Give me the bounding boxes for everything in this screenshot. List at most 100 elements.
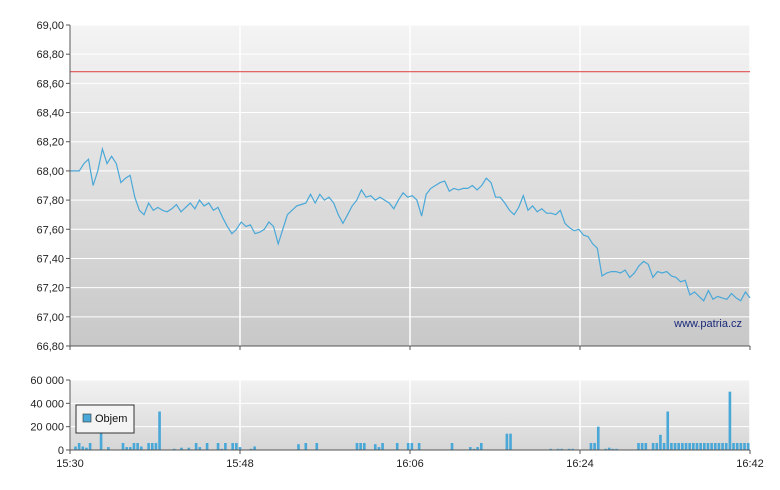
volume-bar xyxy=(549,448,553,450)
price-y-axis: 69,00 68,80 68,60 68,40 68,20 68,00 67,80 67,60… xyxy=(36,20,70,353)
x-tick-label: 16:06 xyxy=(396,458,424,470)
volume-bar xyxy=(596,426,600,450)
volume-bar xyxy=(154,443,158,450)
volume-bar xyxy=(607,447,611,450)
volume-bar xyxy=(706,443,710,450)
volume-bar xyxy=(560,448,564,450)
volume-bar xyxy=(238,447,242,450)
volume-bar xyxy=(666,411,670,450)
volume-bar xyxy=(77,443,81,450)
x-tick-label: 15:30 xyxy=(56,458,84,470)
volume-bar xyxy=(355,443,359,450)
volume-bar xyxy=(479,443,483,450)
volume-bar xyxy=(129,447,132,450)
volume-bar xyxy=(688,443,691,450)
volume-y-tick-label: 40 000 xyxy=(30,398,64,410)
volume-bar xyxy=(721,443,724,450)
volume-y-axis: 60 000 40 000 20 000 0 xyxy=(30,375,70,457)
volume-bar xyxy=(81,446,85,450)
volume-bar xyxy=(249,448,253,450)
volume-bar xyxy=(136,443,139,450)
volume-bar xyxy=(655,443,659,450)
volume-bar xyxy=(615,448,618,450)
volume-bar xyxy=(121,443,125,450)
volume-bar xyxy=(395,443,399,450)
price-y-tick-label: 66,80 xyxy=(36,341,64,353)
volume-bar xyxy=(297,444,300,450)
volume-bar xyxy=(224,443,227,450)
volume-y-tick-label: 60 000 xyxy=(30,375,64,387)
price-y-tick-label: 67,40 xyxy=(36,253,64,265)
volume-bars xyxy=(74,391,750,450)
volume-bar xyxy=(150,443,154,450)
volume-bar xyxy=(158,411,161,450)
volume-bar xyxy=(571,448,574,450)
volume-y-tick-label: 0 xyxy=(58,445,64,457)
price-y-tick-label: 67,00 xyxy=(36,312,64,324)
volume-bar xyxy=(589,443,593,450)
price-y-tick-label: 67,20 xyxy=(36,283,64,295)
volume-bar xyxy=(362,443,366,450)
volume-bar xyxy=(410,443,414,450)
volume-bar xyxy=(640,443,644,450)
volume-bar xyxy=(125,447,128,450)
volume-bar xyxy=(74,446,77,450)
volume-bar xyxy=(180,447,183,450)
volume-bar xyxy=(381,443,384,450)
volume-bar xyxy=(604,448,607,450)
price-x-tick-marks xyxy=(69,346,751,350)
volume-bar xyxy=(681,443,684,450)
price-y-tick-label: 69,00 xyxy=(36,20,64,32)
x-axis: 15:30 15:48 16:06 16:24 16:42 xyxy=(56,450,764,470)
volume-bar xyxy=(359,443,362,450)
volume-bar xyxy=(205,443,209,450)
volume-bar xyxy=(417,443,421,450)
volume-bar xyxy=(406,443,410,450)
volume-bar xyxy=(88,443,92,450)
volume-bar xyxy=(593,443,596,450)
volume-y-tick-label: 20 000 xyxy=(30,422,64,434)
volume-bar xyxy=(472,448,476,450)
volume-bar xyxy=(509,433,512,450)
volume-bar xyxy=(702,443,706,450)
volume-bar xyxy=(216,443,220,450)
volume-bar xyxy=(469,447,472,450)
volume-bar xyxy=(692,443,695,450)
price-y-tick-label: 68,20 xyxy=(36,137,64,149)
volume-bar xyxy=(253,446,256,450)
volume-bar xyxy=(107,447,110,450)
volume-bar xyxy=(373,444,377,450)
volume-bar xyxy=(304,443,308,450)
volume-bar xyxy=(556,448,560,450)
volume-bar xyxy=(662,443,666,450)
legend-label: Objem xyxy=(95,413,127,425)
volume-bar xyxy=(659,434,662,450)
volume-bar xyxy=(132,443,136,450)
volume-bar xyxy=(677,443,681,450)
volume-bar xyxy=(505,433,509,450)
x-tick-label: 16:24 xyxy=(566,458,594,470)
volume-bar xyxy=(220,448,224,450)
price-y-tick-label: 68,80 xyxy=(36,49,64,61)
price-gridlines xyxy=(69,24,751,347)
volume-bar xyxy=(739,443,743,450)
volume-bar xyxy=(732,443,735,450)
volume-bar xyxy=(99,430,103,450)
volume-bar xyxy=(85,447,88,450)
volume-bar xyxy=(476,447,479,450)
volume-bar xyxy=(684,443,688,450)
volume-bar xyxy=(377,447,381,450)
volume-bar xyxy=(172,448,176,450)
legend-swatch xyxy=(82,413,92,423)
volume-bar xyxy=(194,443,198,450)
volume-bar xyxy=(735,443,739,450)
x-tick-label: 16:42 xyxy=(736,458,764,470)
volume-bar xyxy=(315,443,319,450)
volume-bar xyxy=(699,443,702,450)
volume-panel: 60 000 40 000 20 000 0 15:30 15:48 16:06 16:24… xyxy=(30,375,763,470)
price-panel: 69,00 68,80 68,60 68,40 68,20 68,00 67,80 67,60… xyxy=(36,20,751,353)
legend: Objem xyxy=(75,404,135,434)
volume-bar xyxy=(717,443,721,450)
volume-bar xyxy=(187,447,191,450)
